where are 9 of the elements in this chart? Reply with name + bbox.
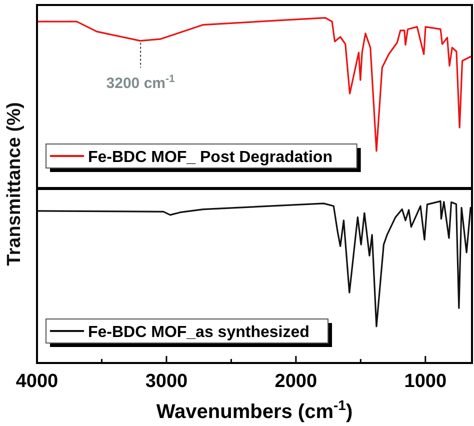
x-tick-label: 4000 — [16, 371, 58, 392]
x-tick-label: 2000 — [274, 371, 318, 392]
legend-label: Fe-BDC MOF_ Post Degradation — [88, 149, 332, 166]
x-tick-label: 3000 — [145, 371, 188, 392]
y-axis-title: Transmittance (%) — [4, 102, 25, 266]
annotation: 3200 cm$^{-1}$ — [106, 72, 176, 92]
x-axis-title: Wavenumbers (cm$^{-1}$) — [156, 397, 353, 423]
x-tick-label: 1000 — [404, 371, 447, 392]
legend-label: Fe-BDC MOF_as synthesized — [88, 324, 310, 341]
